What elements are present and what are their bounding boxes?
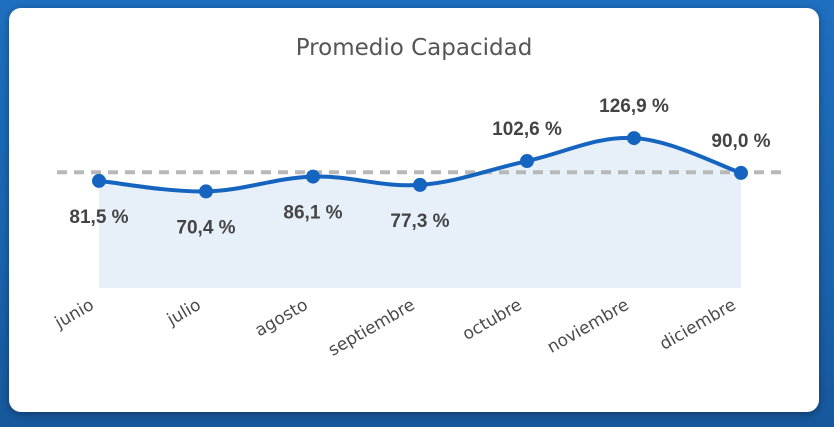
data-point-septiembre [413,177,427,192]
x-tick-label-noviembre: noviembre [544,295,633,358]
x-tick-label-julio: julio [163,295,204,331]
x-tick-label-agosto: agosto [252,295,312,341]
chart-card: Promedio Capacidad 81,5 % 70,4 % 86,1 % 77,… [9,8,819,412]
data-label-noviembre: 126,9 % [599,96,669,117]
data-point-junio [92,173,106,188]
data-label-octubre: 102,6 % [492,119,562,140]
data-point-noviembre [627,131,641,146]
data-label-septiembre: 77,3 % [390,211,449,232]
data-label-diciembre: 90,0 % [711,131,770,152]
data-point-diciembre [734,165,748,180]
line-chart: 81,5 % 70,4 % 86,1 % 77,3 % 102,6 % 126,9 % 90… [51,96,785,361]
x-tick-label-septiembre: septiembre [325,295,418,361]
area-fill [99,137,741,288]
x-tick-label-diciembre: diciembre [656,295,739,355]
data-point-agosto [306,169,320,184]
x-tick-label-junio: junio [51,295,98,334]
chart-title: Promedio Capacidad [295,35,533,61]
data-point-julio [199,184,213,199]
data-label-junio: 81,5 % [69,207,128,228]
data-label-julio: 70,4 % [176,217,235,238]
data-label-agosto: 86,1 % [283,203,342,224]
data-point-octubre [520,154,534,169]
x-tick-label-octubre: octubre [459,295,525,345]
